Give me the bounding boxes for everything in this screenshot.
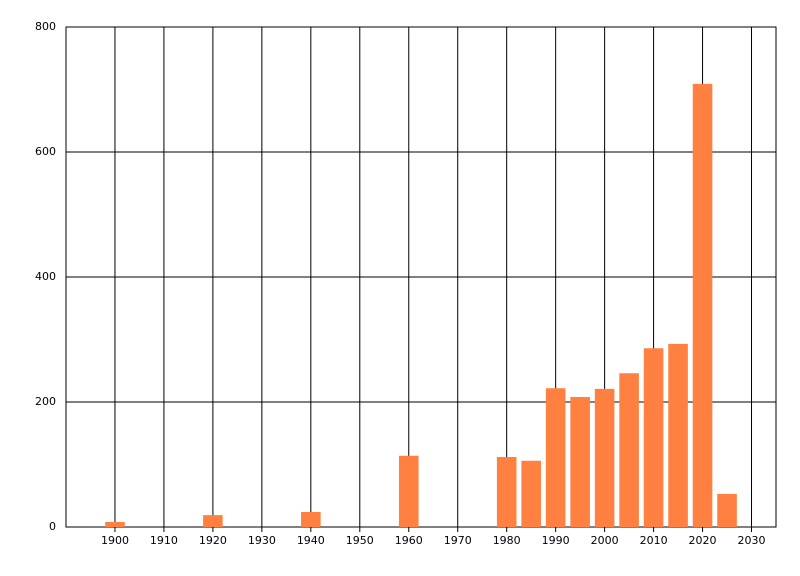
y-tick-label: 0: [49, 520, 56, 533]
x-tick-label: 1910: [150, 534, 178, 547]
x-tick-label: 1930: [248, 534, 276, 547]
bar: [717, 493, 737, 527]
x-tick-label: 1920: [199, 534, 227, 547]
bar: [545, 388, 566, 527]
bar: [668, 343, 688, 527]
bar: [521, 460, 541, 527]
x-tick-label: 2010: [640, 534, 668, 547]
y-tick-label: 600: [35, 145, 56, 158]
bar: [643, 348, 664, 527]
bar: [105, 522, 125, 527]
bar: [594, 388, 615, 527]
plot-border: [65, 26, 777, 528]
bar: [398, 455, 419, 527]
bar: [496, 457, 517, 527]
bar: [301, 512, 321, 527]
x-tick-label: 1950: [346, 534, 374, 547]
y-tick-label: 200: [35, 395, 56, 408]
x-tick-label: 1990: [542, 534, 570, 547]
y-tick-label: 800: [35, 20, 56, 33]
x-tick-label: 2020: [689, 534, 717, 547]
bar: [570, 397, 590, 527]
x-tick-label: 2030: [738, 534, 766, 547]
y-tick-label: 400: [35, 270, 56, 283]
x-tick-label: 1970: [444, 534, 472, 547]
x-tick-label: 1900: [101, 534, 129, 547]
x-tick-label: 1940: [297, 534, 325, 547]
bar: [692, 83, 713, 527]
bar: [619, 373, 639, 527]
x-tick-label: 1960: [395, 534, 423, 547]
x-tick-label: 2000: [591, 534, 619, 547]
bar: [203, 515, 223, 527]
x-tick-label: 1980: [493, 534, 521, 547]
